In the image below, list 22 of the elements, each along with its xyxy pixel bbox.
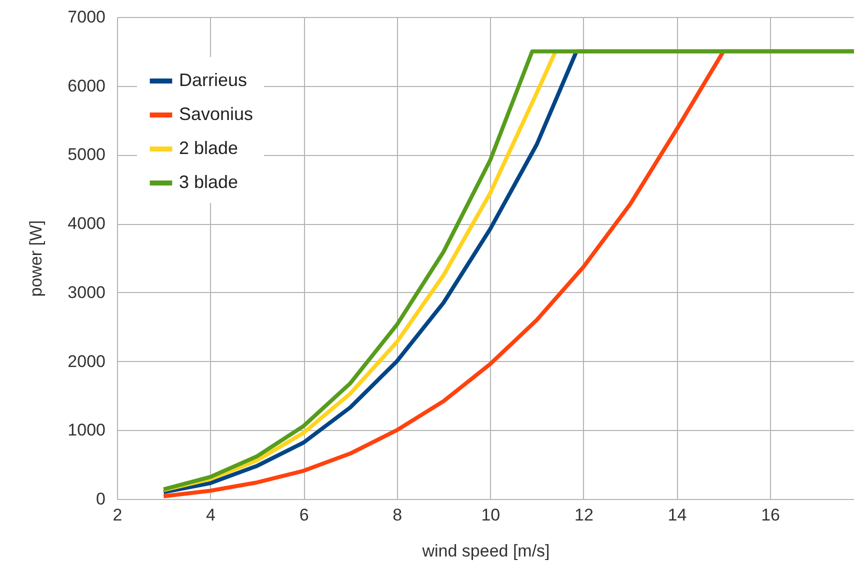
y-tick-label: 0 <box>96 490 106 508</box>
x-tick-label: 12 <box>574 506 594 524</box>
legend-label: 3 blade <box>179 172 238 192</box>
x-tick-label: 2 <box>112 506 122 524</box>
y-tick-label: 1000 <box>68 420 106 440</box>
legend-label: Darrieus <box>179 70 248 90</box>
x-tick-label: 14 <box>668 506 687 524</box>
y-tick-label: 4000 <box>68 214 106 234</box>
y-tick-label: 2000 <box>68 352 106 371</box>
y-tick-label: 3000 <box>68 282 106 302</box>
x-tick-label: 16 <box>761 506 780 524</box>
y-axis-title: power [W] <box>26 220 46 297</box>
x-axis-title: wind speed [m/s] <box>421 542 550 560</box>
y-tick-label: 5000 <box>68 145 106 164</box>
x-tick-label: 4 <box>206 506 216 524</box>
y-tick-label: 7000 <box>68 8 106 26</box>
legend-label: 2 blade <box>179 138 238 158</box>
x-tick-label: 6 <box>299 506 309 524</box>
y-tick-label: 6000 <box>68 76 106 96</box>
legend-label: Savonius <box>179 104 254 124</box>
x-tick-label: 8 <box>392 506 402 524</box>
x-tick-label: 10 <box>481 506 500 524</box>
